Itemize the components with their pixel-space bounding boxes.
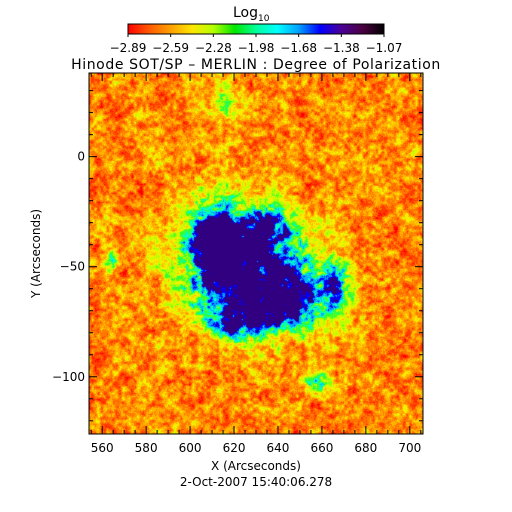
x-tick-label: 700 — [398, 441, 421, 455]
colorbar-tick-label: −2.89 — [110, 41, 147, 55]
x-tick-label: 680 — [354, 441, 377, 455]
colorbar-tick-label: −1.98 — [238, 41, 275, 55]
x-tick-label: 620 — [223, 441, 246, 455]
colorbar-label-main: Log — [233, 5, 259, 21]
polarization-map-image — [89, 73, 423, 434]
y-tick-label: −100 — [52, 370, 85, 384]
x-axis-label: X (Arcseconds) — [211, 459, 301, 473]
x-tick-label: 560 — [91, 441, 114, 455]
colorbar-label-subscript: 10 — [258, 13, 270, 24]
x-tick-label: 640 — [267, 441, 290, 455]
x-tick-label: 660 — [310, 441, 333, 455]
colorbar-tick-label: −1.68 — [280, 41, 317, 55]
colorbar-tick-label: −2.59 — [152, 41, 189, 55]
y-tick-label: 0 — [77, 150, 85, 164]
x-tick-label: 600 — [179, 441, 202, 455]
colorbar — [127, 23, 385, 35]
colorbar-tick-label: −1.07 — [366, 41, 403, 55]
y-axis-label: Y (Arcseconds) — [29, 209, 43, 299]
colorbar-label: Log10 — [233, 5, 269, 24]
colorbar-tick-label: −1.38 — [323, 41, 360, 55]
x-tick-label: 580 — [135, 441, 158, 455]
y-tick-label: −50 — [60, 260, 85, 274]
timestamp-footer: 2-Oct-2007 15:40:06.278 — [180, 475, 332, 489]
map-title: Hinode SOT/SP – MERLIN : Degree of Polar… — [71, 57, 441, 73]
colorbar-tick-label: −2.28 — [195, 41, 232, 55]
